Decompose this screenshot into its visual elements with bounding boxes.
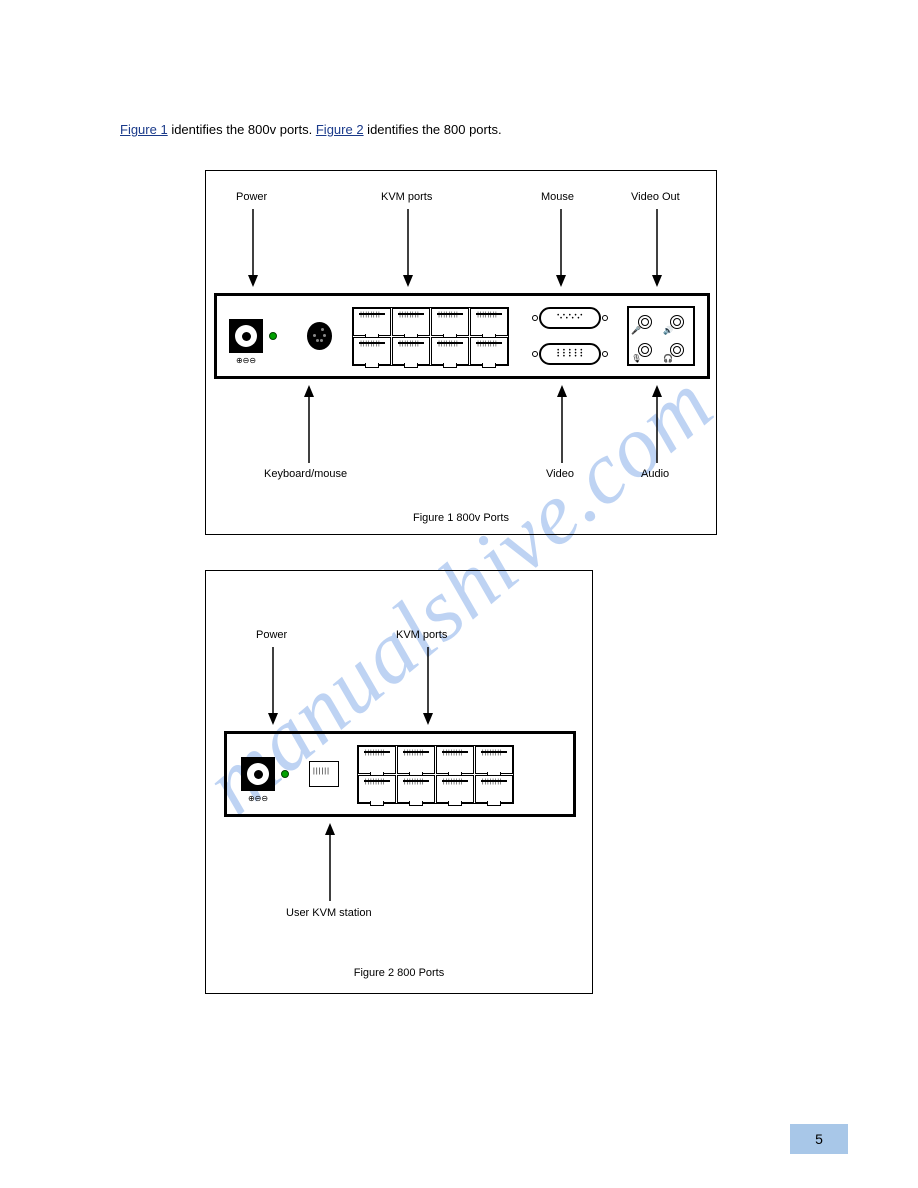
mic-in-icon: 🎙	[631, 354, 641, 363]
fig1-label-videoout: Video Out	[631, 191, 680, 203]
kvm-rj-ports-block	[357, 745, 514, 804]
dc-power-jack-icon: ⊕⊖⊖	[241, 757, 275, 791]
arrow-down-icon	[266, 647, 280, 725]
fig1-label-kbdmouse: Keyboard/mouse	[264, 468, 347, 480]
power-jack-group: ⊕⊖⊖	[229, 319, 277, 353]
fig2-label-kvmports: KVM ports	[396, 629, 447, 641]
serial-ports-column: • • • • •• • • • • • • • •• • • • •• • •…	[539, 307, 601, 365]
arrow-up-icon	[650, 385, 664, 463]
power-jack-group: ⊕⊖⊖	[241, 757, 289, 791]
fig1-label-power: Power	[236, 191, 267, 203]
mic-icon: 🎤	[631, 326, 641, 335]
rj45-port-icon	[436, 775, 474, 803]
intro-mid: identifies the 800v ports.	[168, 122, 316, 137]
power-led-icon	[281, 770, 289, 778]
arrow-down-icon	[554, 209, 568, 287]
rj45-port-icon	[475, 746, 513, 774]
rj45-port-icon	[470, 337, 508, 365]
speaker-icon: 🔊	[663, 326, 673, 335]
page-number-tab: 5	[790, 1124, 848, 1154]
audio-ports-box: 🎤 🔊 🎙 🎧	[627, 306, 695, 366]
fig1-device-panel: ⊕⊖⊖ • • • • •• • • • • • • •	[214, 293, 710, 379]
rj45-port-icon	[475, 775, 513, 803]
fig2-device-panel: ⊕⊖⊖	[224, 731, 576, 817]
dc-power-jack-icon: ⊕⊖⊖	[229, 319, 263, 353]
arrow-up-icon	[555, 385, 569, 463]
rj45-port-icon	[431, 308, 469, 336]
rj45-port-icon	[431, 337, 469, 365]
power-led-icon	[269, 332, 277, 340]
rj45-port-icon	[397, 746, 435, 774]
arrow-down-icon	[650, 209, 664, 287]
fig1-label-kvmports: KVM ports	[381, 191, 432, 203]
fig1-caption: Figure 1 800v Ports	[206, 512, 716, 524]
din-keyboard-mouse-port-icon	[307, 322, 332, 350]
figure1-ref-link[interactable]: Figure 1	[120, 122, 168, 137]
rj45-port-icon	[436, 746, 474, 774]
rj45-port-icon	[358, 746, 396, 774]
fig1-label-video: Video	[546, 468, 574, 480]
intro-tail: identifies the 800 ports.	[364, 122, 502, 137]
figure1-box: Power KVM ports Mouse Video Out ⊕⊖⊖	[205, 170, 717, 535]
arrow-down-icon	[401, 209, 415, 287]
fig2-label-userkvm: User KVM station	[286, 907, 372, 919]
rj45-port-icon	[353, 337, 391, 365]
arrow-up-icon	[323, 823, 337, 901]
kvm-rj-ports-block	[352, 307, 509, 366]
rj45-port-icon	[353, 308, 391, 336]
figure2-box: Power KVM ports ⊕⊖⊖ User KVM station Fig…	[205, 570, 593, 994]
arrow-up-icon	[302, 385, 316, 463]
fig2-caption: Figure 2 800 Ports	[206, 967, 592, 979]
dc-polarity-label: ⊕⊖⊖	[231, 356, 261, 365]
arrow-down-icon	[246, 209, 260, 287]
dc-polarity-label: ⊕⊖⊖	[243, 794, 273, 803]
intro-sentence: Figure 1 identifies the 800v ports. Figu…	[120, 122, 502, 137]
fig1-label-mouse: Mouse	[541, 191, 574, 203]
fig1-label-audio: Audio	[641, 468, 669, 480]
rj45-port-icon	[470, 308, 508, 336]
figure2-ref-link[interactable]: Figure 2	[316, 122, 364, 137]
user-kvm-rj-port-icon	[309, 761, 339, 787]
rj45-port-icon	[392, 337, 430, 365]
rj45-port-icon	[358, 775, 396, 803]
fig2-label-power: Power	[256, 629, 287, 641]
rj45-port-icon	[392, 308, 430, 336]
headphone-icon: 🎧	[663, 354, 673, 363]
serial-mouse-port-icon: • • • • •• • • •	[539, 307, 601, 329]
vga-video-port-icon: • • • • •• • • • •• • • • •	[539, 343, 601, 365]
arrow-down-icon	[421, 647, 435, 725]
rj45-port-icon	[397, 775, 435, 803]
